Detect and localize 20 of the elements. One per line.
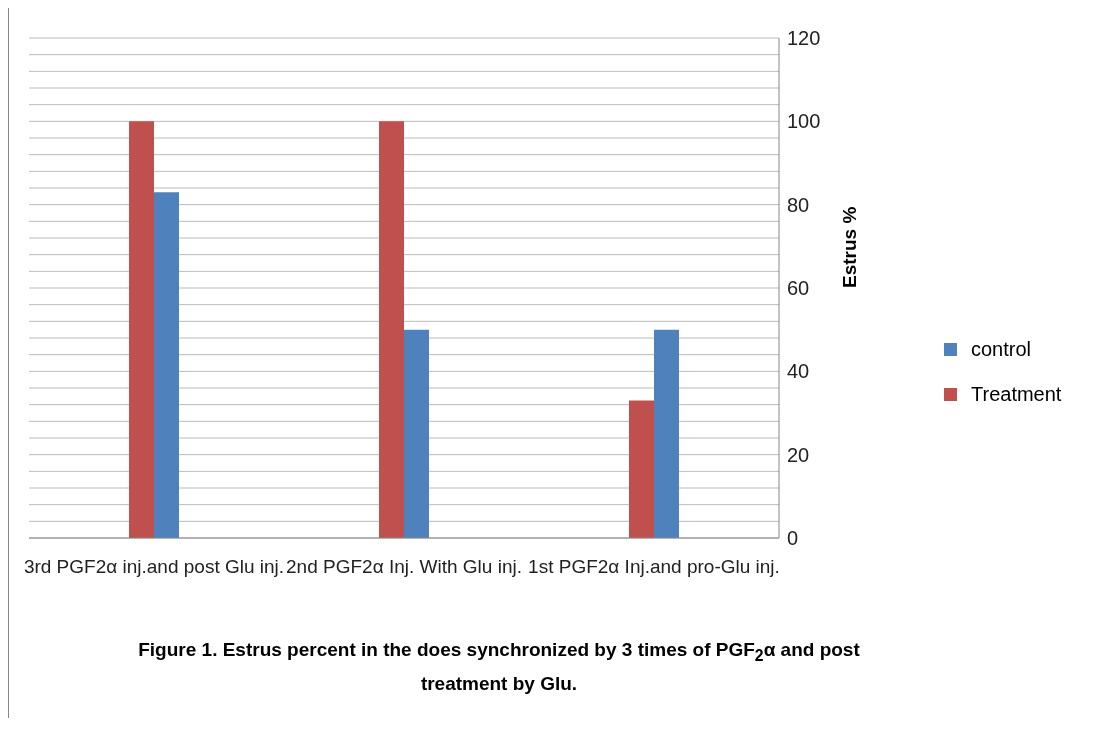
y-tick-label: 120 [787, 27, 821, 50]
bar [379, 121, 404, 538]
bar [654, 329, 679, 538]
y-tick-label: 40 [787, 360, 810, 383]
bar [154, 192, 179, 538]
x-tick-label: 2nd PGF2α Inj. With Glu inj. [286, 556, 522, 578]
x-tick-label: 1st PGF2α Inj.and pro-Glu inj. [528, 556, 780, 578]
legend-label: Treatment [971, 383, 1062, 406]
bar [404, 329, 429, 538]
y-tick-label: 0 [787, 527, 799, 550]
y-tick-label: 100 [787, 110, 821, 133]
legend-label: control [971, 338, 1032, 361]
x-tick-label: 3rd PGF2α inj.and post Glu inj. [23, 556, 285, 578]
bar [629, 400, 654, 538]
y-tick-label: 20 [787, 443, 810, 466]
y-tick-label: 80 [787, 193, 810, 216]
chart-title: Figure 1. Estrus percent in the does synchronized by 3 times of PGF$_{2}$α and post treatment by Glu. [138, 639, 860, 694]
y-tick-label: 60 [787, 277, 810, 300]
bar [129, 121, 154, 538]
y-axis-title: Estrus % [838, 206, 860, 288]
